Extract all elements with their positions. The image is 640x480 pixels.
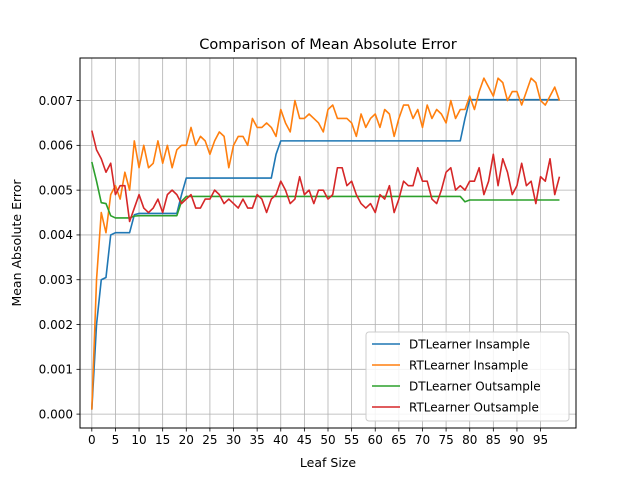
x-tick-label: 95 — [533, 433, 548, 447]
x-tick-label: 0 — [88, 433, 96, 447]
legend-entry: RTLearner Outsample — [409, 400, 539, 414]
series-line-rtlearner-insample — [91, 77, 561, 410]
y-tick-label: 0.007 — [39, 94, 73, 108]
x-tick-label: 55 — [344, 433, 359, 447]
legend-entry: DTLearner Insample — [409, 337, 530, 351]
x-tick-label: 60 — [368, 433, 383, 447]
series-layer — [91, 77, 561, 410]
x-tick-label: 35 — [250, 433, 265, 447]
y-tick-label: 0.001 — [39, 363, 73, 377]
y-tick-label: 0.006 — [39, 139, 73, 153]
legend-entry: DTLearner Outsample — [409, 379, 541, 393]
x-tick-label: 10 — [131, 433, 146, 447]
x-tick-label: 85 — [486, 433, 501, 447]
y-tick-label: 0.003 — [39, 273, 73, 287]
legend-box — [365, 331, 570, 422]
x-tick-label: 30 — [226, 433, 241, 447]
y-axis: 0.000 0.001 0.002 0.003 0.004 0.005 0.006 0.007 — [39, 94, 80, 421]
chart-title: Comparison of Mean Absolute Error — [199, 37, 456, 53]
legend: DTLearner Insample RTLearner Insample DTLe… — [365, 331, 570, 422]
legend-entry: RTLearner Insample — [409, 358, 528, 372]
x-tick-label: 15 — [155, 433, 170, 447]
x-axis: 0 5 10 15 20 25 30 35 40 45 50 55 60 65 70 75 80 85 90 95 — [88, 428, 548, 447]
y-tick-label: 0.002 — [39, 318, 73, 332]
x-tick-label: 70 — [415, 433, 430, 447]
x-tick-label: 25 — [202, 433, 217, 447]
x-tick-label: 40 — [273, 433, 288, 447]
x-axis-label: Leaf Size — [300, 455, 356, 470]
x-tick-label: 20 — [179, 433, 194, 447]
y-tick-label: 0.000 — [39, 407, 73, 421]
x-tick-label: 75 — [438, 433, 453, 447]
x-tick-label: 50 — [320, 433, 335, 447]
x-tick-label: 90 — [509, 433, 524, 447]
x-tick-label: 45 — [297, 433, 312, 447]
series-line-rtlearner-outsample — [91, 130, 561, 223]
x-tick-label: 5 — [112, 433, 120, 447]
y-axis-label: Mean Absolute Error — [9, 179, 24, 307]
y-tick-label: 0.004 — [39, 228, 73, 242]
x-tick-label: 80 — [462, 433, 477, 447]
x-tick-label: 65 — [391, 433, 406, 447]
y-tick-label: 0.005 — [39, 183, 73, 197]
series-line-dtlearner-insample — [91, 98, 560, 410]
